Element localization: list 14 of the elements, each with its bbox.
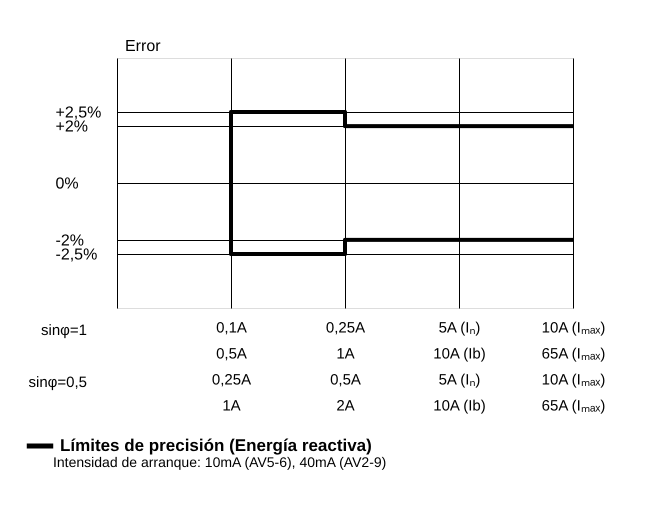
y-axis-title: Error (125, 38, 162, 55)
x-tick-label: 5A (Iₙ) 10A (Ib) 5A (Iₙ) 10A (Ib) (433, 320, 486, 414)
y-tick-label: 0% (56, 176, 79, 192)
x-tick-label: 0,1A 0,5A 0,25A 1A (212, 320, 252, 414)
text: sinφ=0,5 (28, 374, 87, 391)
y-tick-label: +2% (56, 118, 88, 136)
x-tick-label: 10A (Iₘₐₓ) 65A (Iₘₐₓ) 10A (Iₘₐₓ) 65A (Iₘₐₓ) (542, 320, 606, 414)
y-tick-label: -2% (56, 232, 84, 250)
x-tick-label: 0,25A 1A 0,5A 2A (326, 320, 366, 414)
y-tick-label: +2,5% (56, 104, 102, 122)
text: sinφ=1 (40, 322, 87, 339)
text: Intensidad de arranque: 10mA (AV5-6), 40mA (AV2-9) (53, 454, 386, 470)
y-tick-label: -2,5% (56, 246, 98, 264)
legend-label: Límites de precisión (Energía reactiva) (60, 436, 372, 455)
